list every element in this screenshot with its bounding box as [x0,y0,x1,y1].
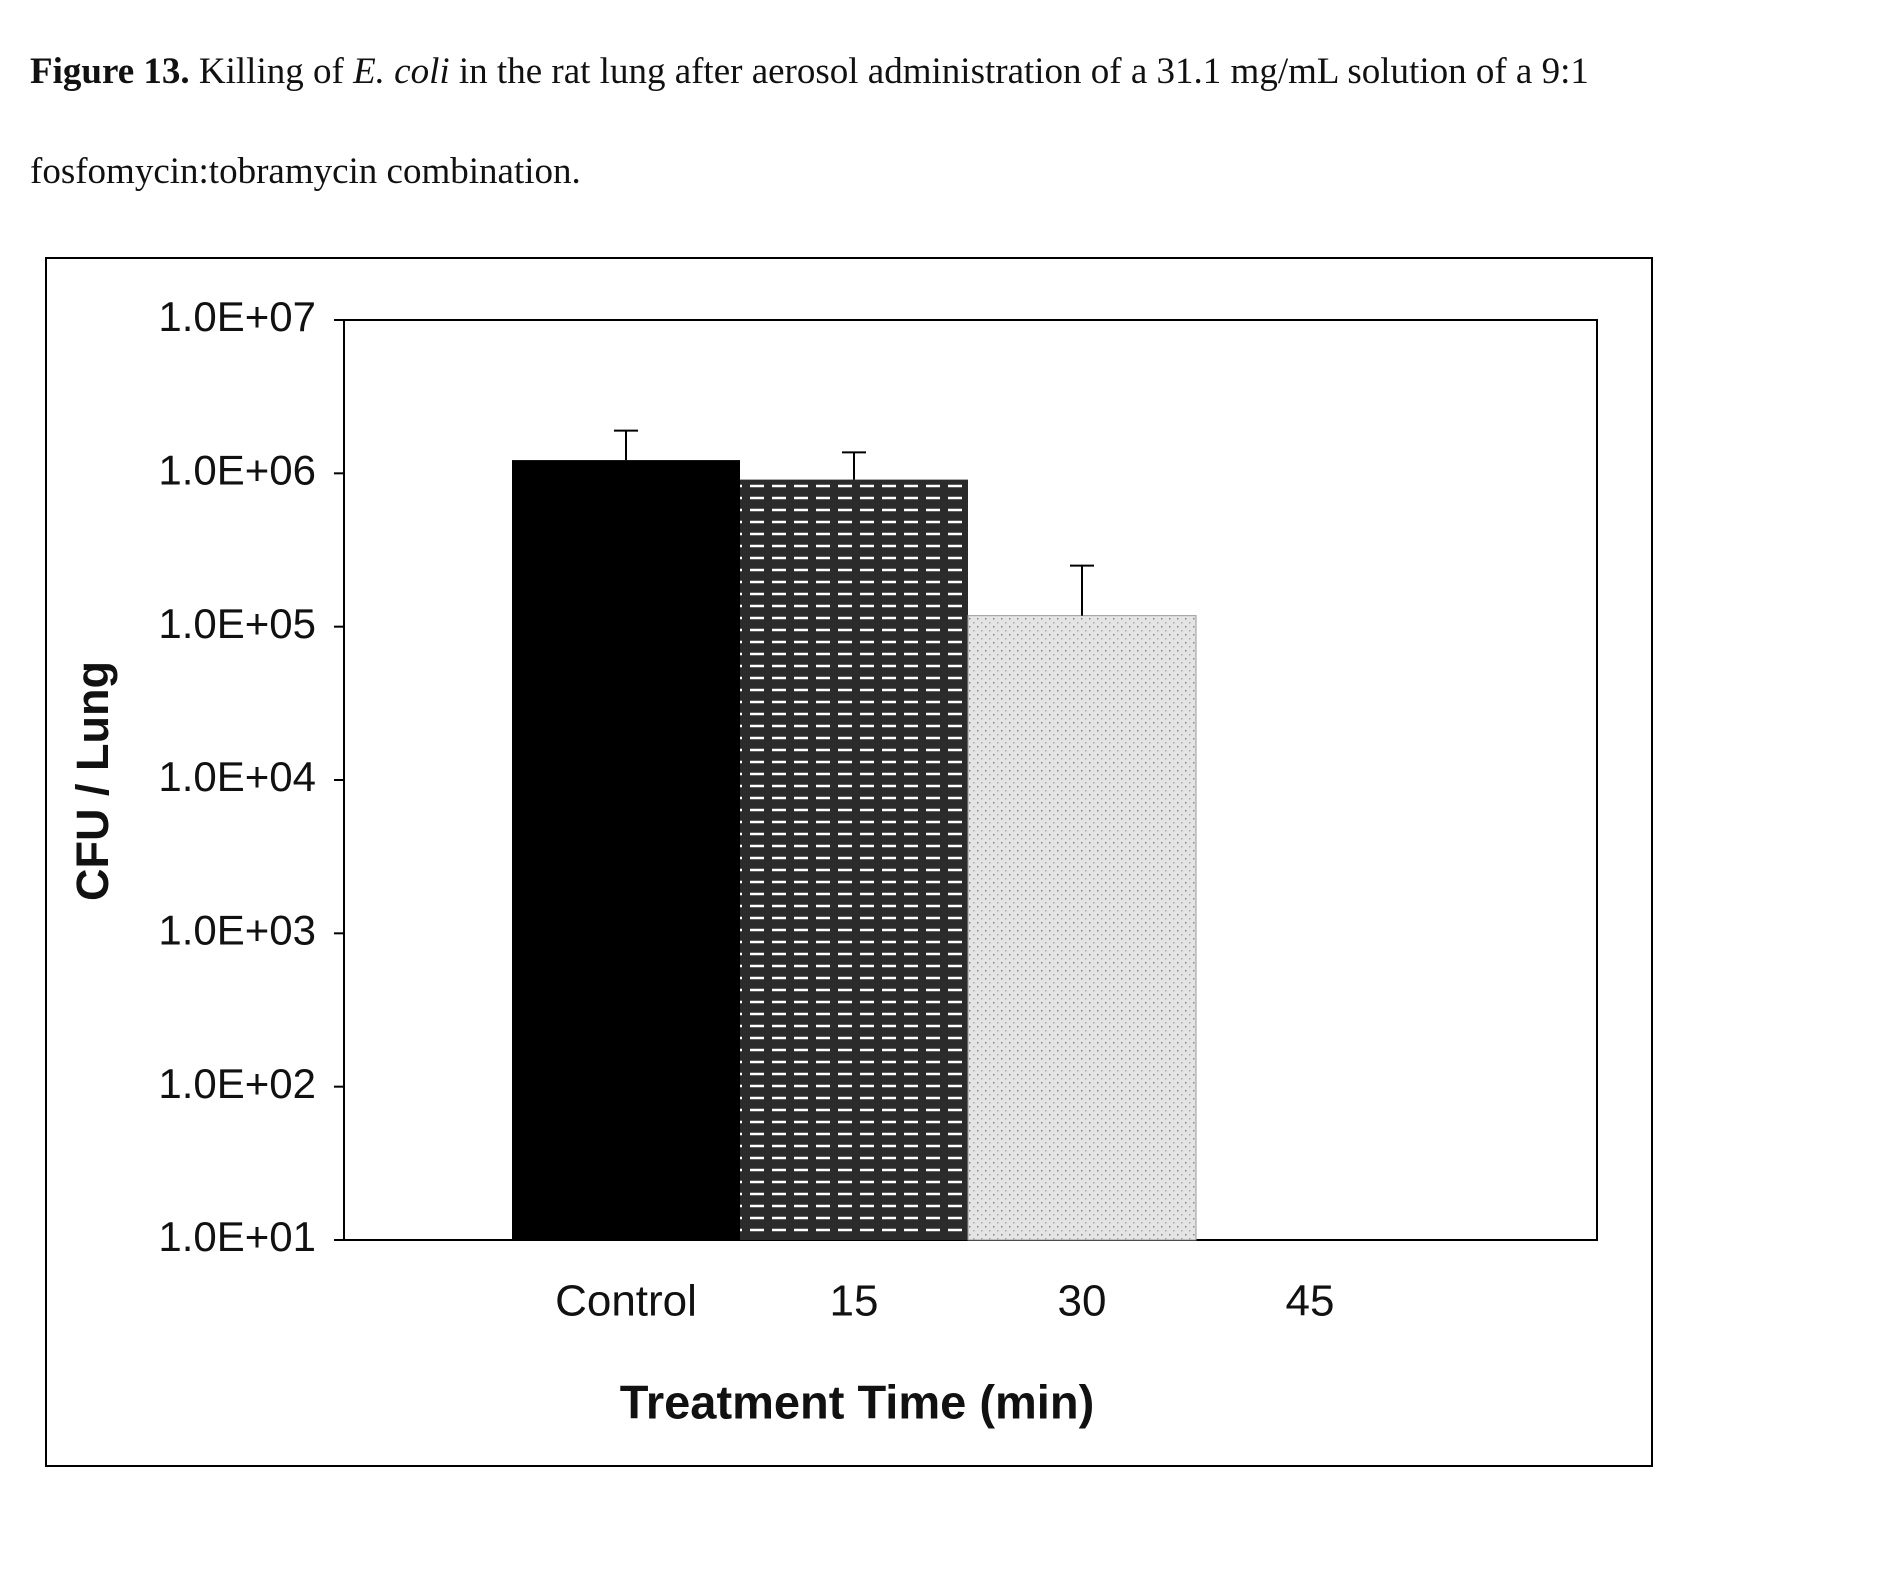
x-axis-title: Treatment Time (min) [620,1375,1094,1428]
y-tick-label: 1.0E+05 [158,600,316,647]
x-tick-label: 15 [830,1277,879,1326]
bar [740,480,968,1240]
y-tick-label: 1.0E+06 [158,446,316,493]
y-tick-label: 1.0E+02 [158,1060,316,1107]
y-tick-label: 1.0E+01 [158,1213,316,1260]
x-tick-label: 45 [1286,1277,1335,1326]
x-tick-label: Control [555,1277,697,1326]
x-tick-label: 30 [1058,1277,1107,1326]
y-tick-label: 1.0E+04 [158,753,316,800]
bar [512,460,740,1240]
y-axis-title: CFU / Lung [67,661,118,901]
bar [968,616,1196,1240]
y-tick-label: 1.0E+07 [158,293,316,340]
y-tick-label: 1.0E+03 [158,906,316,953]
